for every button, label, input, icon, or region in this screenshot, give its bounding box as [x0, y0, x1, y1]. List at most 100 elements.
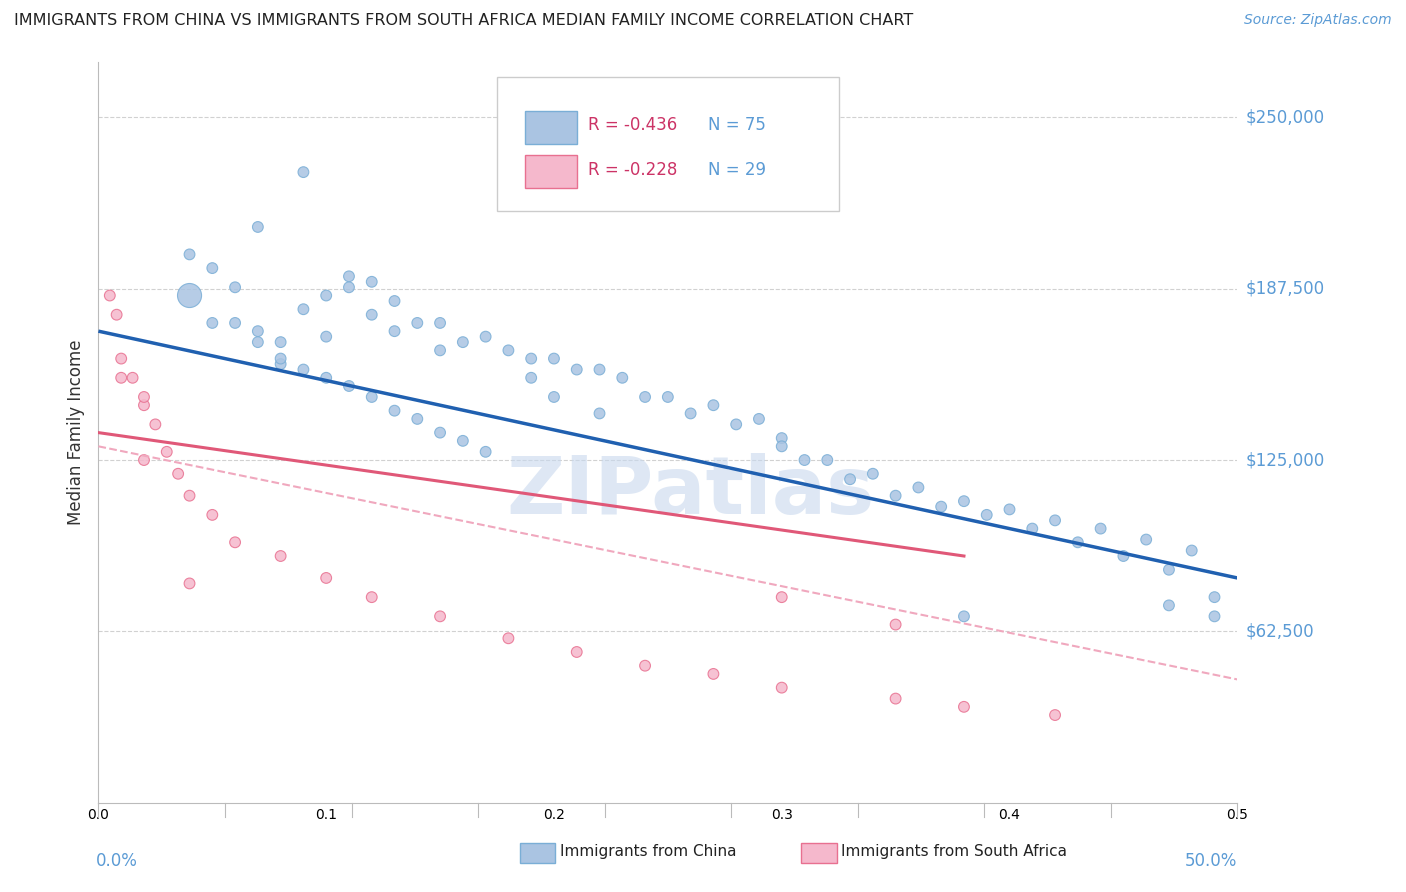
Point	[315, 571, 337, 585]
Point	[121, 371, 143, 385]
Point	[748, 412, 770, 426]
Point	[360, 590, 382, 604]
Point	[179, 489, 201, 503]
Point	[1181, 543, 1204, 558]
Point	[429, 425, 451, 440]
Text: IMMIGRANTS FROM CHINA VS IMMIGRANTS FROM SOUTH AFRICA MEDIAN FAMILY INCOME CORRE: IMMIGRANTS FROM CHINA VS IMMIGRANTS FROM…	[14, 13, 914, 29]
Point	[679, 406, 702, 420]
Point	[315, 371, 337, 385]
Point	[224, 535, 246, 549]
Point	[998, 502, 1021, 516]
Point	[1157, 563, 1180, 577]
Point	[110, 371, 132, 385]
FancyBboxPatch shape	[526, 155, 576, 188]
Point	[337, 379, 360, 393]
Point	[360, 390, 382, 404]
Text: Immigrants from China: Immigrants from China	[560, 845, 737, 859]
Point	[384, 403, 406, 417]
Text: Source: ZipAtlas.com: Source: ZipAtlas.com	[1244, 13, 1392, 28]
Point	[337, 280, 360, 294]
Point	[1112, 549, 1135, 563]
Point	[224, 280, 246, 294]
Point	[634, 390, 657, 404]
Point	[543, 351, 565, 366]
Point	[634, 658, 657, 673]
Point	[406, 316, 429, 330]
Text: Immigrants from South Africa: Immigrants from South Africa	[841, 845, 1067, 859]
Y-axis label: Median Family Income: Median Family Income	[67, 340, 86, 525]
Point	[201, 508, 224, 522]
Point	[337, 269, 360, 284]
Point	[884, 617, 907, 632]
Point	[839, 472, 862, 486]
Point	[384, 324, 406, 338]
Text: $125,000: $125,000	[1246, 451, 1324, 469]
Point	[976, 508, 998, 522]
Point	[360, 275, 382, 289]
Point	[702, 667, 724, 681]
Point	[292, 302, 315, 317]
Point	[246, 219, 269, 234]
Point	[98, 288, 121, 302]
Point	[1204, 590, 1226, 604]
Point	[315, 329, 337, 343]
Text: R = -0.436: R = -0.436	[588, 116, 678, 135]
Point	[565, 362, 588, 376]
Point	[105, 308, 128, 322]
Point	[1021, 522, 1043, 536]
Point	[360, 308, 382, 322]
Point	[770, 590, 793, 604]
Point	[270, 335, 292, 350]
Point	[770, 431, 793, 445]
Point	[862, 467, 884, 481]
FancyBboxPatch shape	[498, 78, 839, 211]
Point	[612, 371, 634, 385]
Text: ZIPatlas: ZIPatlas	[506, 453, 875, 531]
Point	[384, 293, 406, 308]
Point	[145, 417, 167, 432]
Point	[1157, 599, 1180, 613]
Point	[929, 500, 952, 514]
Point	[201, 261, 224, 276]
Point	[498, 632, 520, 646]
Text: $62,500: $62,500	[1246, 623, 1315, 640]
Point	[953, 609, 976, 624]
Point	[132, 453, 155, 467]
Point	[588, 406, 610, 420]
Text: N = 29: N = 29	[707, 161, 766, 178]
Point	[179, 247, 201, 261]
Point	[588, 362, 610, 376]
Point	[270, 549, 292, 563]
Point	[953, 494, 976, 508]
Point	[246, 335, 269, 350]
Point	[224, 316, 246, 330]
Point	[132, 398, 155, 412]
Point	[201, 316, 224, 330]
Point	[725, 417, 748, 432]
Point	[815, 453, 838, 467]
Point	[1043, 708, 1066, 723]
Point	[246, 324, 269, 338]
Point	[474, 329, 496, 343]
Point	[132, 390, 155, 404]
Point	[884, 489, 907, 503]
Point	[406, 412, 429, 426]
Point	[270, 357, 292, 371]
Point	[315, 288, 337, 302]
Point	[167, 467, 190, 481]
Text: 50.0%: 50.0%	[1185, 852, 1237, 871]
Point	[702, 398, 724, 412]
Point	[884, 691, 907, 706]
Point	[429, 316, 451, 330]
FancyBboxPatch shape	[526, 111, 576, 144]
Point	[1090, 522, 1112, 536]
Point	[179, 288, 201, 302]
Text: $187,500: $187,500	[1246, 280, 1324, 298]
Point	[793, 453, 815, 467]
Point	[156, 445, 179, 459]
Point	[657, 390, 679, 404]
Text: $250,000: $250,000	[1246, 108, 1324, 127]
Point	[565, 645, 588, 659]
Point	[292, 165, 315, 179]
Point	[907, 480, 929, 494]
